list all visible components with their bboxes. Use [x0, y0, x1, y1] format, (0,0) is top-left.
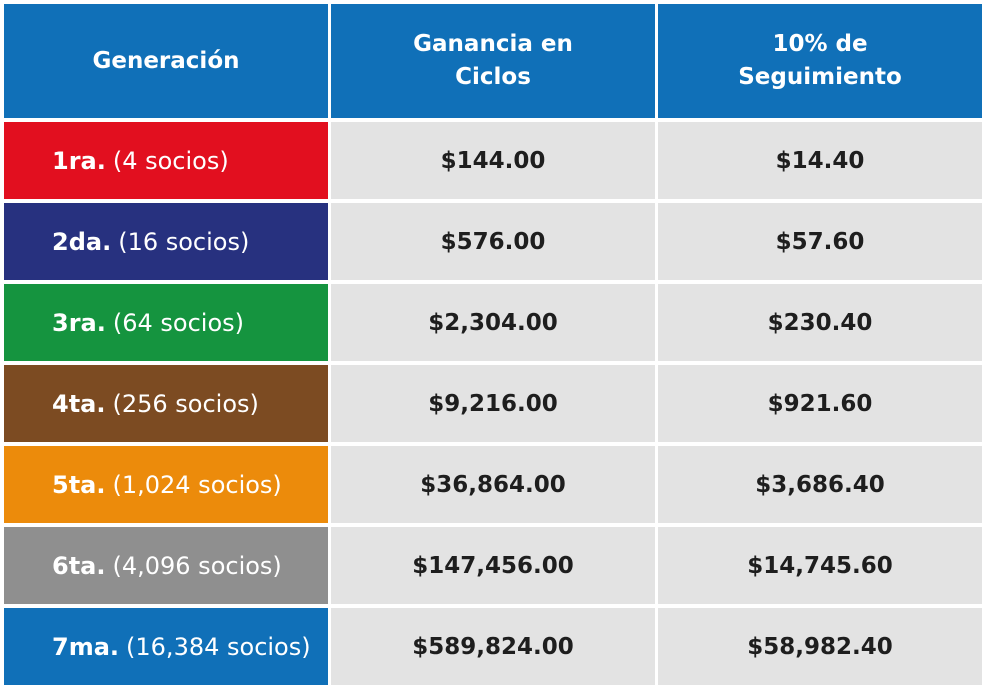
generation-ordinal: 4ta.	[52, 389, 106, 418]
generation-cell: 1ra. (4 socios)	[4, 122, 328, 199]
generation-partners: (64 socios)	[112, 308, 244, 337]
tracking-value: $3,686.40	[658, 446, 982, 523]
generation-partners: (16,384 socios)	[126, 632, 311, 661]
cycles-value: $2,304.00	[331, 284, 655, 361]
tracking-value: $230.40	[658, 284, 982, 361]
cycles-value: $576.00	[331, 203, 655, 280]
tracking-value: $14,745.60	[658, 527, 982, 604]
cycles-value: $36,864.00	[331, 446, 655, 523]
header-generation: Generación	[4, 4, 328, 118]
generation-partners: (1,024 socios)	[112, 470, 282, 499]
tracking-value: $14.40	[658, 122, 982, 199]
generation-cell: 6ta. (4,096 socios)	[4, 527, 328, 604]
tracking-value: $921.60	[658, 365, 982, 442]
tracking-value: $58,982.40	[658, 608, 982, 685]
generation-partners: (4,096 socios)	[112, 551, 282, 580]
header-tracking-label: 10% de Seguimiento	[738, 31, 902, 90]
header-tracking: 10% de Seguimiento	[658, 4, 982, 118]
header-generation-label: Generación	[92, 47, 240, 74]
generation-cell: 7ma. (16,384 socios)	[4, 608, 328, 685]
generation-partners: (256 socios)	[112, 389, 259, 418]
generation-partners: (16 socios)	[118, 227, 250, 256]
header-cycles-label: Ganancia en Ciclos	[413, 31, 573, 90]
generation-cell: 3ra. (64 socios)	[4, 284, 328, 361]
cycles-value: $589,824.00	[331, 608, 655, 685]
cycles-value: $144.00	[331, 122, 655, 199]
generation-ordinal: 7ma.	[52, 632, 120, 661]
generation-cell: 2da. (16 socios)	[4, 203, 328, 280]
cycles-value: $9,216.00	[331, 365, 655, 442]
generation-partners: (4 socios)	[112, 146, 229, 175]
earnings-table: Generación Ganancia en Ciclos 10% de Seg…	[4, 4, 982, 685]
tracking-value: $57.60	[658, 203, 982, 280]
generation-ordinal: 1ra.	[52, 146, 106, 175]
generation-ordinal: 6ta.	[52, 551, 106, 580]
generation-ordinal: 2da.	[52, 227, 112, 256]
header-cycles: Ganancia en Ciclos	[331, 4, 655, 118]
generation-ordinal: 3ra.	[52, 308, 106, 337]
generation-cell: 4ta. (256 socios)	[4, 365, 328, 442]
generation-ordinal: 5ta.	[52, 470, 106, 499]
generation-cell: 5ta. (1,024 socios)	[4, 446, 328, 523]
cycles-value: $147,456.00	[331, 527, 655, 604]
